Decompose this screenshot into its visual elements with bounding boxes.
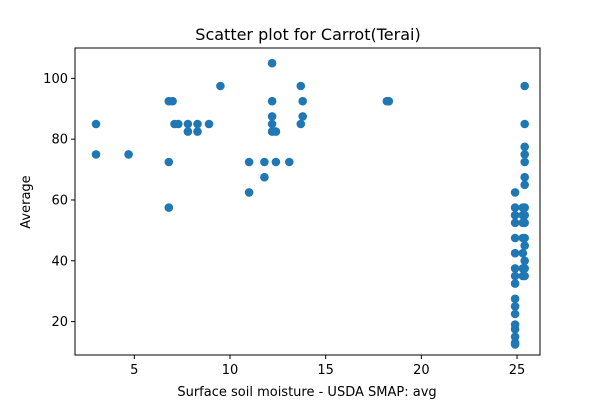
data-point [510, 302, 520, 311]
data-point [520, 233, 529, 243]
data-point [91, 150, 101, 159]
data-point [520, 210, 529, 220]
x-tick-label: 15 [317, 363, 334, 378]
data-point [520, 264, 529, 273]
data-point [193, 127, 202, 136]
data-point [244, 188, 254, 197]
data-point [510, 210, 520, 220]
data-point [510, 218, 520, 228]
chart-title: Scatter plot for Carrot(Terai) [195, 25, 420, 44]
y-tick-label: 60 [51, 193, 68, 208]
data-point [164, 157, 174, 167]
x-tick-label: 20 [413, 363, 430, 378]
data-point [520, 256, 529, 266]
data-point [520, 172, 529, 182]
data-point [510, 294, 520, 304]
data-point [520, 142, 529, 152]
data-point [520, 271, 529, 281]
data-point [267, 58, 277, 68]
data-point [164, 203, 174, 212]
y-axis-label: Average [19, 175, 34, 228]
data-point [91, 119, 101, 129]
data-point [510, 271, 520, 281]
plot-frame [74, 47, 541, 356]
y-tick-label: 80 [51, 133, 68, 148]
data-point [216, 81, 225, 91]
data-point [520, 81, 529, 91]
data-point [285, 157, 294, 167]
data-point [271, 127, 281, 136]
data-point [520, 150, 529, 159]
y-tick-label: 40 [51, 254, 68, 269]
points-layer [91, 58, 529, 349]
data-point [510, 309, 520, 319]
data-point [384, 96, 394, 106]
data-point [183, 119, 193, 129]
data-point [510, 203, 520, 212]
data-point [267, 119, 277, 129]
x-tick-label: 25 [509, 363, 526, 378]
data-point [510, 332, 520, 342]
data-point [510, 233, 520, 243]
data-point [296, 119, 306, 129]
data-point [520, 180, 529, 190]
data-point [520, 218, 529, 228]
data-point [124, 150, 133, 159]
data-point [260, 172, 269, 182]
data-point [298, 112, 308, 121]
data-point [520, 119, 529, 129]
y-tick-label: 100 [43, 72, 68, 87]
data-point [267, 96, 277, 106]
data-point [520, 203, 529, 212]
data-point [520, 241, 529, 250]
data-point [267, 112, 277, 121]
data-point [510, 340, 520, 349]
data-point [518, 248, 528, 258]
x-axis-label: Surface soil moisture - USDA SMAP: avg [177, 385, 436, 400]
y-axis-ticks: 20 40 60 80 100 [43, 72, 75, 330]
x-axis-ticks: 5 10 15 20 25 [130, 355, 525, 378]
x-tick-label: 5 [130, 363, 138, 378]
data-point [520, 157, 529, 167]
data-point [510, 279, 520, 288]
data-point [174, 119, 183, 129]
data-point [510, 188, 520, 197]
data-point [168, 96, 177, 106]
data-point [193, 119, 202, 129]
data-point [271, 157, 281, 167]
data-point [183, 127, 193, 136]
x-tick-label: 10 [222, 363, 239, 378]
data-point [260, 157, 269, 167]
data-point [510, 264, 520, 273]
data-point [298, 96, 308, 106]
y-tick-label: 20 [51, 315, 68, 330]
data-point [510, 324, 520, 334]
data-point [296, 81, 306, 91]
data-point [510, 248, 520, 258]
data-point [204, 119, 214, 129]
data-point [244, 157, 254, 167]
